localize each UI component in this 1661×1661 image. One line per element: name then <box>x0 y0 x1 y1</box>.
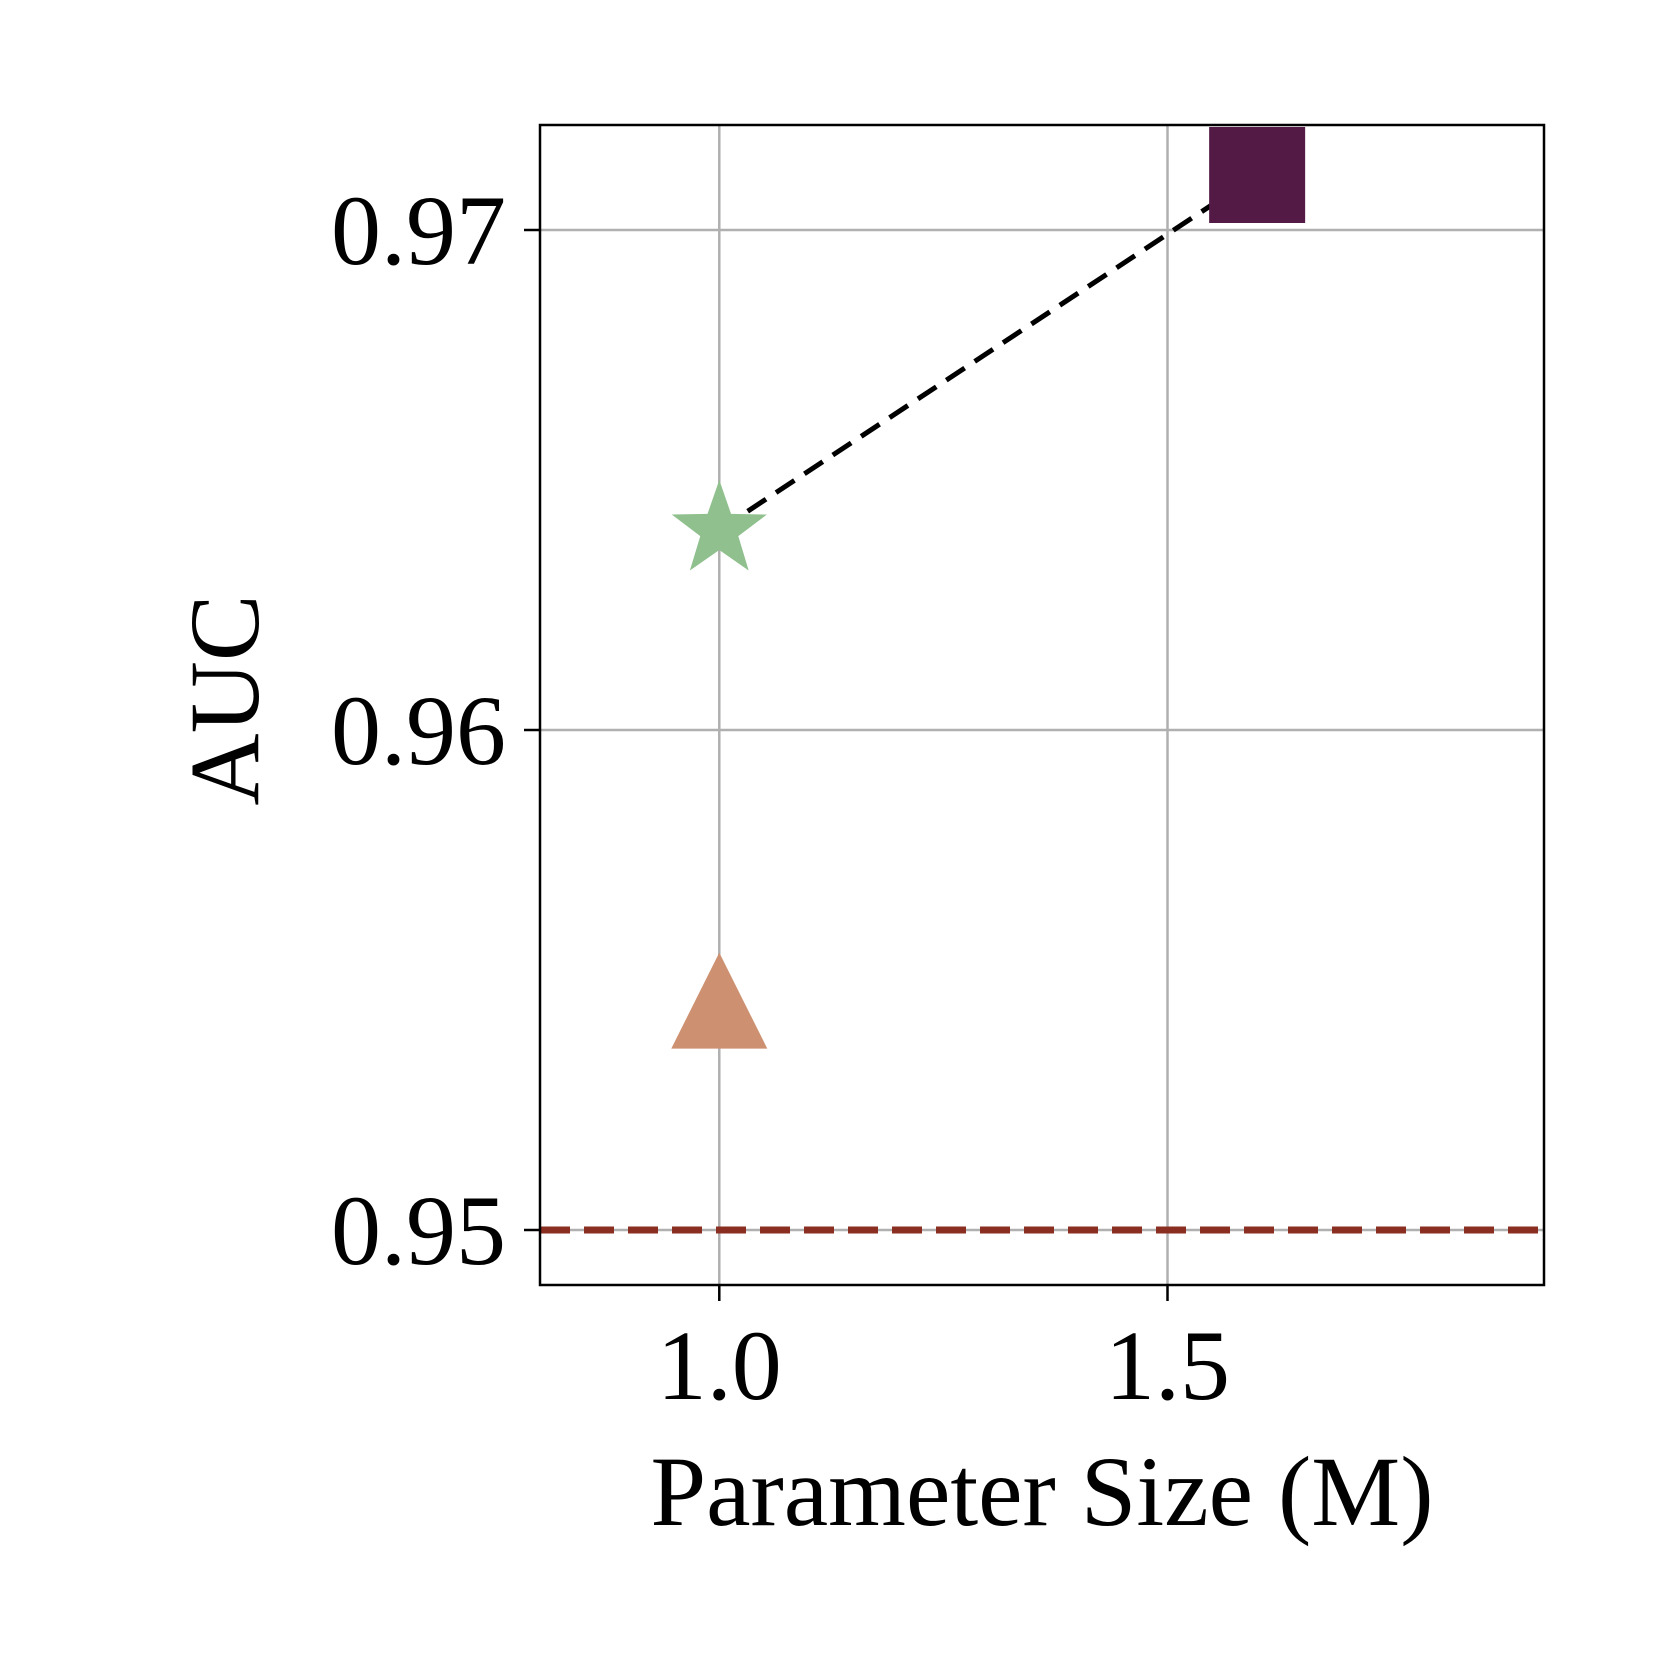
y-tick-label: 0.97 <box>331 175 506 286</box>
y-tick-label: 0.96 <box>331 675 506 786</box>
plot-frame <box>538 123 1546 1287</box>
x-axis-label: Parameter Size (M) <box>650 1436 1433 1547</box>
x-tick-label: 1.5 <box>1105 1310 1230 1421</box>
markers <box>671 127 1306 1049</box>
trend-line <box>717 172 1259 533</box>
grid <box>540 125 1544 1285</box>
triangle-marker <box>671 952 768 1049</box>
ticks: 1.0 1.5 0.95 0.96 0.97 <box>331 175 1230 1421</box>
y-tick-label: 0.95 <box>331 1175 506 1286</box>
y-axis-label: AUC <box>169 594 280 805</box>
x-tick-label: 1.0 <box>657 1310 782 1421</box>
square-marker <box>1209 127 1306 223</box>
trend-layer <box>717 172 1259 533</box>
star-marker <box>671 480 767 571</box>
